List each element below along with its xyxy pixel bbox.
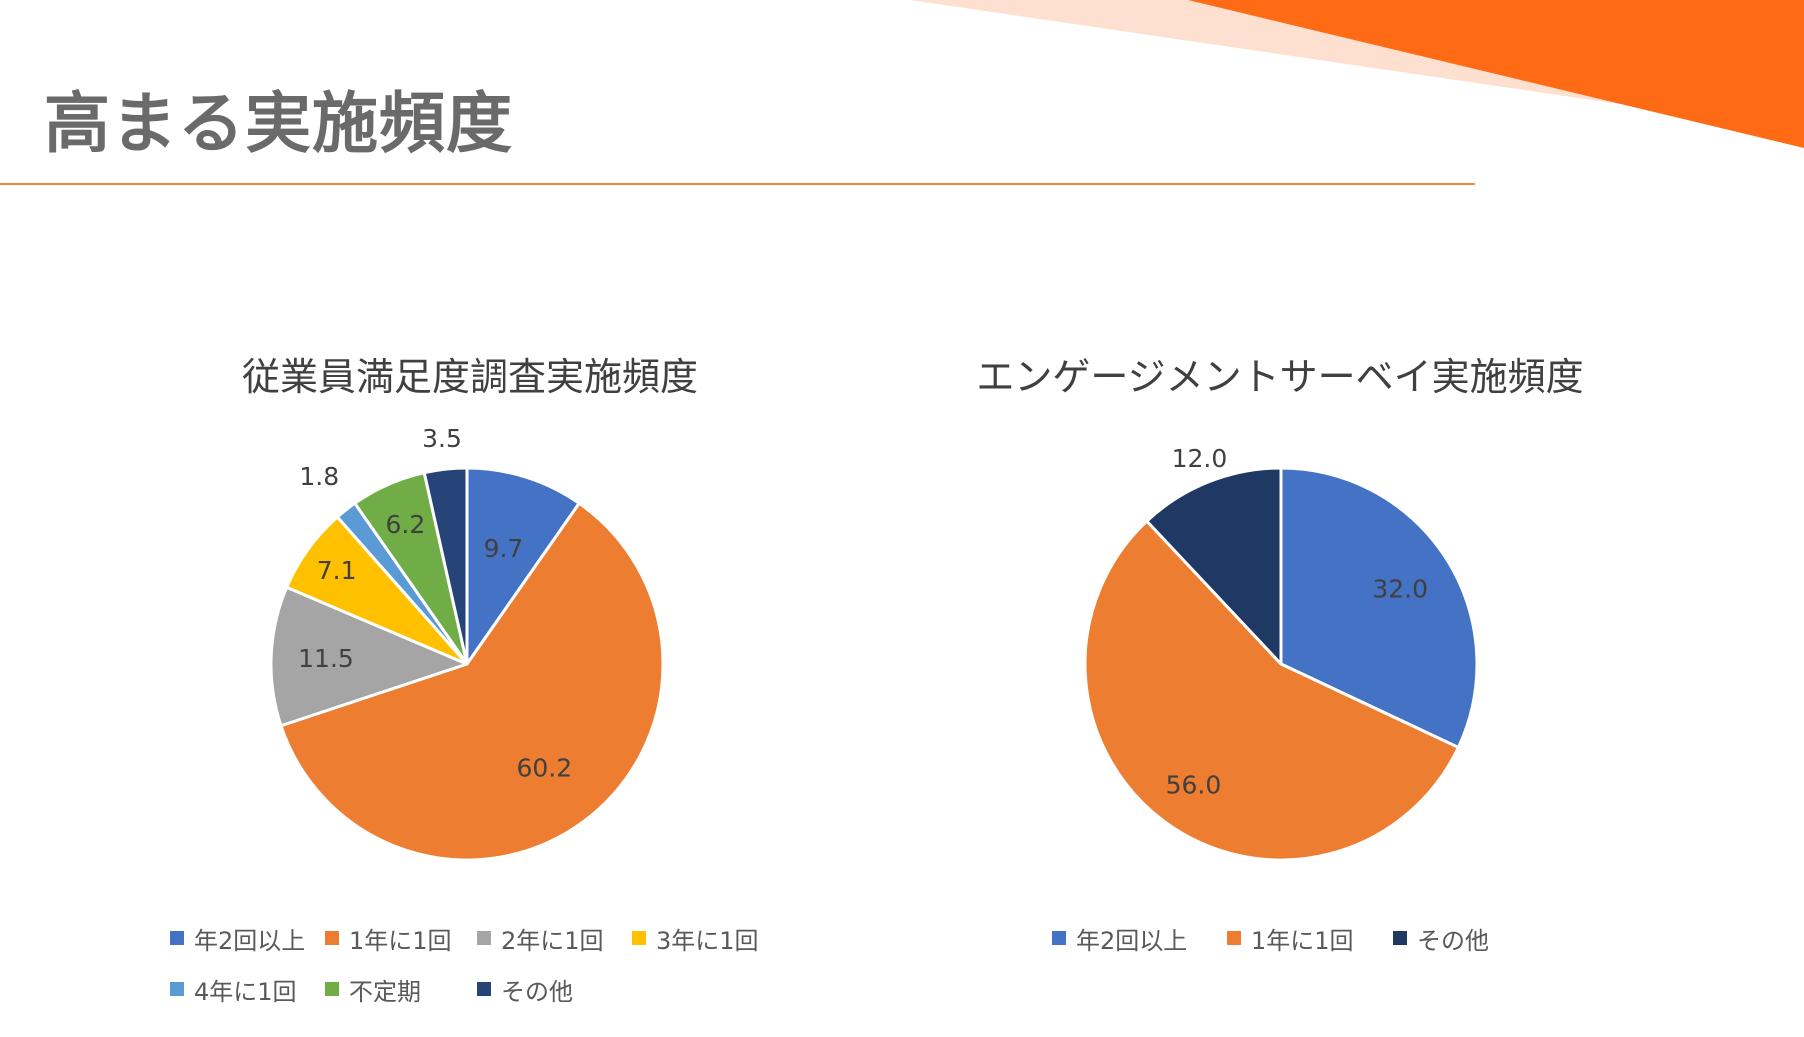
legend-label: その他 [501,977,573,1006]
legend-swatch [1052,931,1066,945]
legend-label: 1年に1回 [1251,926,1354,955]
pie-2-data-label-2: 12.0 [1172,444,1228,473]
legend-swatch [477,982,491,996]
pie-1-data-label-0: 9.7 [484,534,524,563]
pie-1-data-label-4: 1.8 [299,462,339,491]
pie-1-data-label-3: 7.1 [317,556,357,585]
pie-2-data-label-1: 56.0 [1166,771,1222,800]
corner-decoration [910,0,1804,148]
legend-label: 1年に1回 [349,926,452,955]
legend-swatch [325,931,339,945]
pie-1-slice-2 [269,585,469,728]
legend-swatch [1393,931,1407,945]
pie-2-data-label-0: 32.0 [1372,574,1428,603]
legend-1-item-5: 不定期 [325,974,421,1006]
legend-2-item-1: 1年に1回 [1227,923,1354,955]
legend-swatch [325,982,339,996]
pie-2-slice-0 [1279,466,1479,749]
pie-1-data-label-5: 6.2 [386,510,426,539]
pie-2-slice-1 [1083,519,1460,862]
legend-swatch [632,931,646,945]
legend-label: 年2回以上 [194,926,306,955]
legend-1-item-3: 3年に1回 [632,923,759,955]
legend-label: 4年に1回 [194,977,297,1006]
legend-swatch [477,931,491,945]
legend-1-item-2: 2年に1回 [477,923,604,955]
legend-1-item-6: その他 [477,974,573,1006]
legend-2-item-0: 年2回以上 [1052,923,1188,955]
pie-1-data-label-6: 3.5 [422,424,462,453]
page-title: 高まる実施頻度 [44,85,513,162]
chart-1-title: 従業員満足度調査実施頻度 [241,355,698,399]
legend-label: 年2回以上 [1076,926,1188,955]
legend-1-item-4: 4年に1回 [170,974,297,1006]
pie-1-slice-0 [465,466,581,666]
legend-label: 2年に1回 [501,926,604,955]
legend-label: 3年に1回 [656,926,759,955]
title-divider [0,183,1475,185]
legend-label: 不定期 [349,977,421,1006]
chart-2-title: エンゲージメントサーベイ実施頻度 [976,355,1584,399]
pie-1-slice-1 [279,501,665,862]
pie-1-slice-6 [422,466,469,666]
pie-2-slice-2 [1145,466,1283,666]
legend-swatch [170,982,184,996]
pie-chart-1: 9.7 60.2 11.5 7.1 1.8 6.2 3.5 [269,424,665,862]
corner-stripe-accent [1188,0,1804,148]
legend-2-item-2: その他 [1393,923,1489,955]
legend-swatch [170,931,184,945]
legend-1-item-0: 年2回以上 [170,923,306,955]
legend-1-item-1: 1年に1回 [325,923,452,955]
legend-label: その他 [1417,926,1489,955]
pie-1-data-label-1: 60.2 [517,754,573,783]
pie-1-data-label-2: 11.5 [298,644,354,673]
legend-swatch [1227,931,1241,945]
